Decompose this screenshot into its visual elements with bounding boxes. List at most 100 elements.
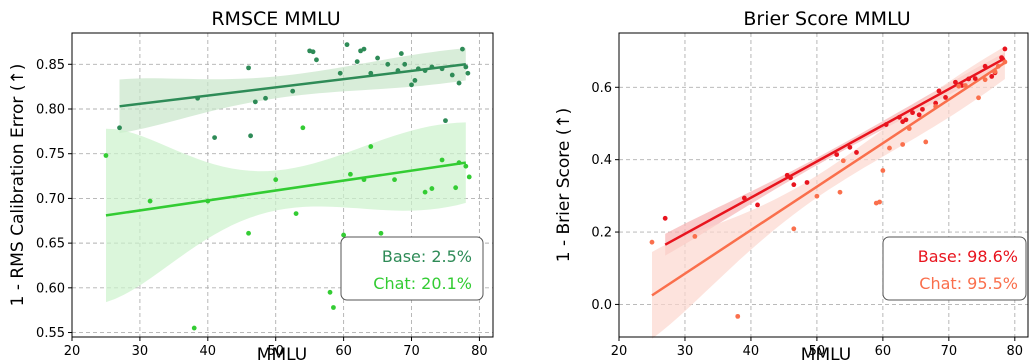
data-point [378,230,384,236]
data-point [903,117,909,123]
data-point [943,95,948,100]
data-point [972,76,978,81]
data-point [429,186,435,191]
data-point [837,189,843,195]
data-point [992,69,998,75]
data-point [354,59,360,65]
data-point [453,185,459,191]
x-tick-label: 80 [471,344,488,359]
legend-entry-chat: Chat: 95.5% [919,274,1018,293]
data-point [463,64,469,70]
data-point [956,83,962,89]
x-tick-label: 30 [132,344,149,359]
data-point [456,80,462,86]
y-tick-label: 0.55 [36,326,65,341]
chart-title: RMSCE MMLU [211,8,340,30]
data-point [273,177,279,183]
data-point [920,106,925,112]
plot-frame [71,32,494,338]
data-point [191,325,197,331]
legend-entry-chat: Chat: 20.1% [373,274,472,293]
data-point [995,63,1001,69]
data-point [246,65,251,71]
data-point [293,211,299,217]
data-point [402,61,408,67]
data-point [936,88,942,94]
data-point [246,230,251,236]
data-point [361,46,367,52]
data-point [976,95,981,101]
legend-entry-base: Base: 98.6% [918,247,1018,266]
data-point [212,135,217,141]
data-point [735,313,741,319]
data-point [439,157,445,163]
data-point [847,144,853,150]
x-axis-label: MMLU [801,345,851,362]
data-point [906,126,912,131]
data-point [962,83,968,88]
brier-score-chart: Brier Score MMLU 20 30 40 50 60 70 80 0.0 0.2 0.4… [554,8,1029,362]
data-point [443,118,448,124]
regression-line-0 [664,57,1006,246]
data-point [880,168,886,173]
data-point [449,72,455,78]
data-point [205,198,211,204]
regression-line-1 [105,161,467,217]
regression-line-0 [119,63,466,108]
data-point [439,66,445,72]
data-point [982,63,988,69]
data-point [1002,59,1008,65]
data-point [989,74,995,79]
legend: Base: 98.6% Chat: 95.5% [882,236,1027,301]
data-point [755,202,760,208]
y-tick-label: 0.70 [36,192,65,207]
y-tick-label: 0.2 [591,226,612,241]
data-point [252,99,258,105]
data-point [834,152,840,158]
x-axis-label: MMLU [257,345,307,362]
data-point [741,195,747,201]
data-point [290,88,296,94]
data-point [456,160,462,166]
data-point [412,77,418,83]
x-tick-label: 70 [403,344,420,359]
data-point [692,233,698,239]
data-point [398,51,404,56]
data-point [348,171,353,177]
data-point [662,215,668,221]
data-point [784,172,790,178]
data-point [409,82,414,88]
data-point [465,70,471,76]
x-tick-label: 70 [941,344,958,359]
data-point [814,193,820,199]
data-point [883,122,889,127]
data-point [791,182,797,188]
data-point [375,55,380,61]
data-point [877,199,882,205]
data-point [466,174,472,180]
x-tick-label: 50 [267,344,284,359]
y-tick-label: 0.80 [36,103,65,118]
data-point [368,70,374,76]
chart-title: Brier Score MMLU [743,8,910,30]
data-point [910,110,915,116]
data-point [982,77,988,83]
data-point [331,305,336,310]
data-point [248,133,253,139]
x-tick-label: 50 [809,344,826,359]
data-point [395,68,401,73]
data-point [804,180,810,185]
data-point [916,112,922,118]
x-tick-label: 40 [200,344,217,359]
data-point [791,226,797,232]
data-point [953,79,958,85]
data-point [1002,46,1008,52]
data-point [147,198,153,204]
y-tick-label: 0.60 [36,281,65,296]
rmsce-chart: RMSCE MMLU 20 30 40 50 60 70 80 0.55 0.60 0.65 0.7… [8,8,494,362]
data-point [327,289,333,295]
data-point [415,66,421,72]
confidence-band-1 [106,122,466,303]
data-point [310,49,316,55]
